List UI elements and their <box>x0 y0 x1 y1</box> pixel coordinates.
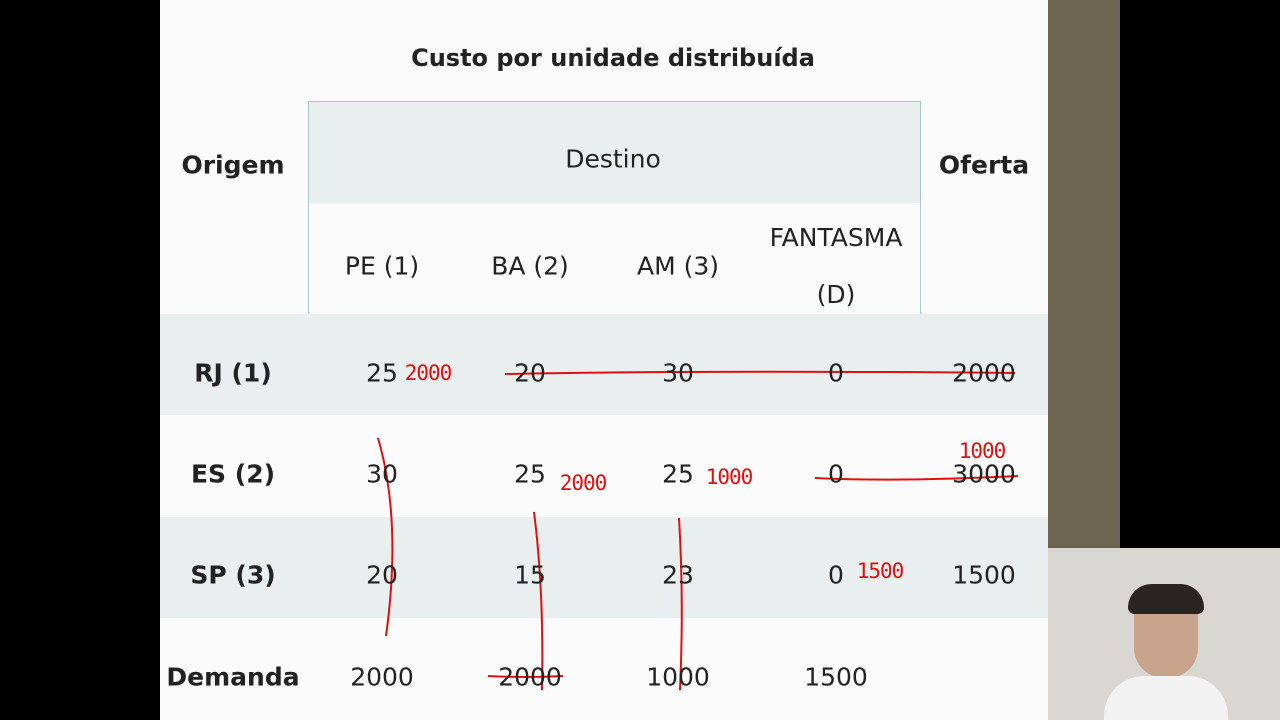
strike <box>377 437 394 637</box>
row-label: Demanda <box>166 662 300 692</box>
webcam <box>1048 548 1280 720</box>
supply: 2000 <box>952 358 1016 388</box>
handwritten-note: 1500 <box>856 559 905 583</box>
column-label: PE (1) <box>344 251 420 281</box>
row-label: SP (3) <box>190 560 276 590</box>
column-label: BA (2) <box>491 251 569 281</box>
row-label: RJ (1) <box>194 358 272 388</box>
destination-header <box>308 101 921 203</box>
cell: 25 <box>662 459 694 489</box>
cell: 0 <box>828 358 844 388</box>
column-header <box>308 202 921 314</box>
row-label: ES (2) <box>190 459 276 489</box>
demand: 1500 <box>804 662 868 692</box>
cell: 25 <box>514 459 546 489</box>
hair <box>1128 584 1204 614</box>
cell: 20 <box>514 358 546 388</box>
column-label: AM (3) <box>636 251 720 281</box>
handwritten-note: 2000 <box>559 471 608 495</box>
header: Oferta <box>938 150 1030 180</box>
row-band <box>160 517 1048 618</box>
cell: 0 <box>828 560 844 590</box>
header: Destino <box>565 144 661 174</box>
demand: 1000 <box>646 662 710 692</box>
supply: 1500 <box>952 560 1016 590</box>
strike <box>678 517 683 691</box>
handwritten-note: 1000 <box>958 439 1007 463</box>
strike <box>504 370 1016 375</box>
strike <box>533 511 544 691</box>
row-band <box>160 314 1048 415</box>
header: Origem <box>181 150 285 180</box>
strike <box>814 475 1019 481</box>
shirt <box>1104 676 1228 720</box>
cell: 0 <box>828 459 844 489</box>
cell: 30 <box>366 459 398 489</box>
handwritten-note: 2000 <box>404 361 453 385</box>
background-panel <box>1048 0 1120 548</box>
column-label: FANTASMA (D) <box>769 223 903 309</box>
handwritten-note: 1000 <box>705 465 754 489</box>
demand: 2000 <box>498 662 562 692</box>
cell: 20 <box>366 560 398 590</box>
demand: 2000 <box>350 662 414 692</box>
cell: 25 <box>366 358 398 388</box>
title: Custo por unidade distribuída <box>411 44 815 72</box>
strike <box>487 675 564 678</box>
cell: 23 <box>662 560 694 590</box>
supply: 3000 <box>952 459 1016 489</box>
cell: 30 <box>662 358 694 388</box>
cell: 15 <box>514 560 546 590</box>
